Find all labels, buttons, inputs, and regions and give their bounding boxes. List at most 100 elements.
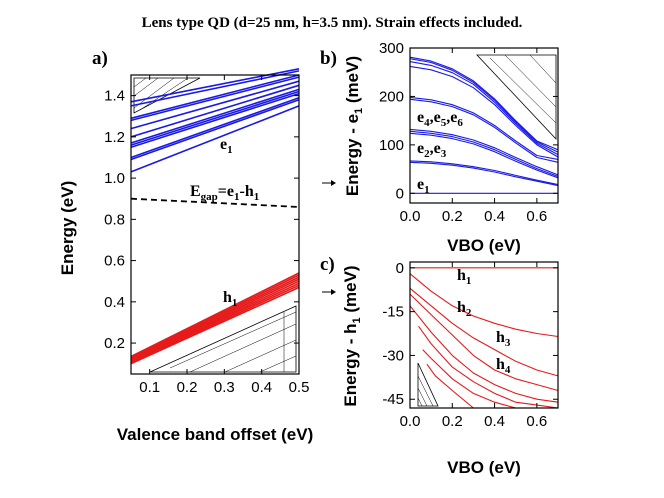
panel-b-hatch	[476, 54, 557, 141]
panel-a-series-h8	[130, 272, 300, 358]
panel-a-hatch-bottom	[149, 305, 297, 373]
panel-b-series-e12	[409, 56, 559, 151]
panel-b-xtick-label: 0.2	[442, 208, 463, 225]
panel-c-series-h3	[409, 287, 559, 377]
panel-c-hatch	[417, 362, 439, 407]
panel-a-series-e12	[130, 68, 300, 103]
label-c-h3: h3	[496, 329, 511, 349]
panel-a-series-e1	[130, 105, 300, 173]
panel-a-series-e8	[130, 80, 300, 130]
panel-c-xtick-label: 0.6	[526, 413, 547, 430]
panel-c-ytick-label: -30	[382, 347, 404, 364]
panel-a-series-e7	[130, 84, 300, 138]
panel-a-label: a)	[92, 48, 108, 69]
panel-b-ylabel: Energy - e1 (meV)	[343, 56, 365, 196]
panel-c-series-h8	[426, 363, 474, 409]
panel-c-ytick-label: -45	[382, 391, 404, 408]
label-e23: e2,e3	[417, 140, 447, 160]
arrow-to-b	[322, 180, 336, 186]
panel-c-xlabel: VBO (eV)	[447, 458, 521, 477]
panel-b-ticks: 0.0 0.2 0.4 0.6 0 100 200 300	[379, 40, 558, 225]
arrow-to-c	[322, 289, 336, 295]
panel-c-xtick-label: 0.2	[442, 413, 463, 430]
panel-a-series-Egap	[130, 197, 300, 208]
panel-a-ytick-label: 1.2	[104, 129, 125, 146]
panel-a-series-e4	[130, 92, 300, 148]
panel-c-series-h7	[422, 349, 516, 409]
panel-a-xtick-label: 0.3	[214, 379, 235, 396]
panel-c-xtick-label: 0.0	[400, 413, 421, 430]
panel-b-ytick-label: 0	[396, 185, 404, 202]
panel-a-xtick-label: 0.5	[289, 379, 310, 396]
panel-c-ticks: 0.0 0.2 0.4 0.6 0 -15 -30 -45	[382, 260, 558, 430]
panel-c-series-h2	[409, 273, 559, 338]
panel-c-label: c)	[320, 254, 335, 275]
panel-b-series-e6	[409, 132, 559, 179]
panel-a-series-e6	[130, 88, 300, 144]
panel-c-series-h6	[418, 325, 559, 409]
panel-b-series-e3	[409, 161, 559, 187]
panel-a-series-h7	[130, 274, 300, 359]
panel-a-ytick-label: 0.4	[104, 294, 125, 311]
label-egap: Egap=e1-h1	[190, 183, 259, 203]
panel-a-xlabel: Valence band offset (eV)	[117, 425, 314, 444]
panel-c-series-h4	[409, 293, 559, 392]
panel-a-xtick-label: 0.1	[139, 379, 160, 396]
panel-b-series-e2	[409, 160, 559, 186]
panel-a-series-h5	[130, 278, 300, 361]
panel-b-series-e11	[409, 58, 559, 153]
panel-b-xtick-label: 0.0	[400, 208, 421, 225]
panel-c-series	[409, 267, 559, 409]
panel-b-xlabel: VBO (eV)	[447, 236, 521, 255]
label-h1: h1	[223, 289, 237, 309]
panel-b-ytick-label: 100	[379, 137, 404, 154]
panel-a-ytick-label: 1.0	[104, 170, 125, 187]
panel-a-series-e9	[130, 76, 300, 122]
panel-b-ytick-label: 300	[379, 40, 404, 57]
panel-a-series-h1	[130, 286, 300, 365]
panel-c-ytick-label: -15	[382, 304, 404, 321]
panel-a: a) 0.1 0.2 0.3 0.4 0.50.20.40.60.81.01.21.4 …	[58, 48, 313, 444]
panel-a-series-e10	[130, 74, 300, 120]
label-c-h2: h2	[457, 299, 472, 319]
panel-c-frame	[409, 261, 559, 409]
panel-c: c) 0.0 0.2 0.4 0.6 0 -15 -30 -45 h1 h2 h3 h4 VB…	[320, 254, 559, 477]
panel-a-series-h6	[130, 276, 300, 360]
panel-b-series-e9	[409, 65, 559, 158]
figure-title: Lens type QD (d=25 nm, h=3.5 nm). Strain…	[142, 15, 523, 31]
panel-b-xtick-label: 0.4	[484, 208, 505, 225]
panel-a-xtick-label: 0.4	[251, 379, 272, 396]
panel-a-ticks: 0.1 0.2 0.3 0.4 0.5 0.2 0.4 0.6 0.8 1.0 1.2 1.4	[104, 75, 309, 396]
panel-a-ytick-label: 0.2	[104, 335, 125, 352]
panel-a-series-e11	[130, 70, 300, 107]
panel-a-series-h3	[130, 282, 300, 363]
panel-b-series-e7	[409, 96, 559, 160]
panel-a-series-e5	[130, 90, 300, 146]
panel-c-ytick-label: 0	[396, 260, 404, 277]
panel-b-series	[409, 56, 559, 194]
panel-a-ylabel: Energy (eV)	[58, 181, 77, 275]
panel-b-series-e5	[409, 130, 559, 177]
panel-b-label: b)	[320, 48, 337, 69]
panel-a-ytick-label: 0.8	[104, 211, 125, 228]
panel-a-ytick-label: 1.4	[104, 88, 125, 105]
panel-c-xtick-label: 0.4	[484, 413, 505, 430]
panel-a-series	[130, 68, 300, 365]
panel-c-ylabel: Energy - h1 (meV)	[341, 265, 363, 406]
panel-a-series-e3	[130, 96, 300, 159]
panel-a-frame	[130, 74, 300, 375]
panel-b-series-e10	[409, 61, 559, 156]
panel-a-xtick-label: 0.2	[177, 379, 198, 396]
panel-c-series-h5	[409, 305, 559, 403]
panel-b-frame	[409, 47, 559, 204]
panel-b-xtick-label: 0.6	[526, 208, 547, 225]
panel-b-series-e8	[409, 98, 559, 163]
panel-b-ytick-label: 200	[379, 88, 404, 105]
panel-b: b) 0.0 0.2 0.4 0.6 0 100 200 300 e4,e5,e6 e2,e3…	[320, 40, 559, 255]
label-b-e1: e1	[417, 176, 430, 196]
label-e456: e4,e5,e6	[417, 109, 463, 129]
panel-b-series-e4	[409, 128, 559, 176]
panel-a-series-h2	[130, 284, 300, 364]
label-c-h4: h4	[496, 356, 511, 376]
